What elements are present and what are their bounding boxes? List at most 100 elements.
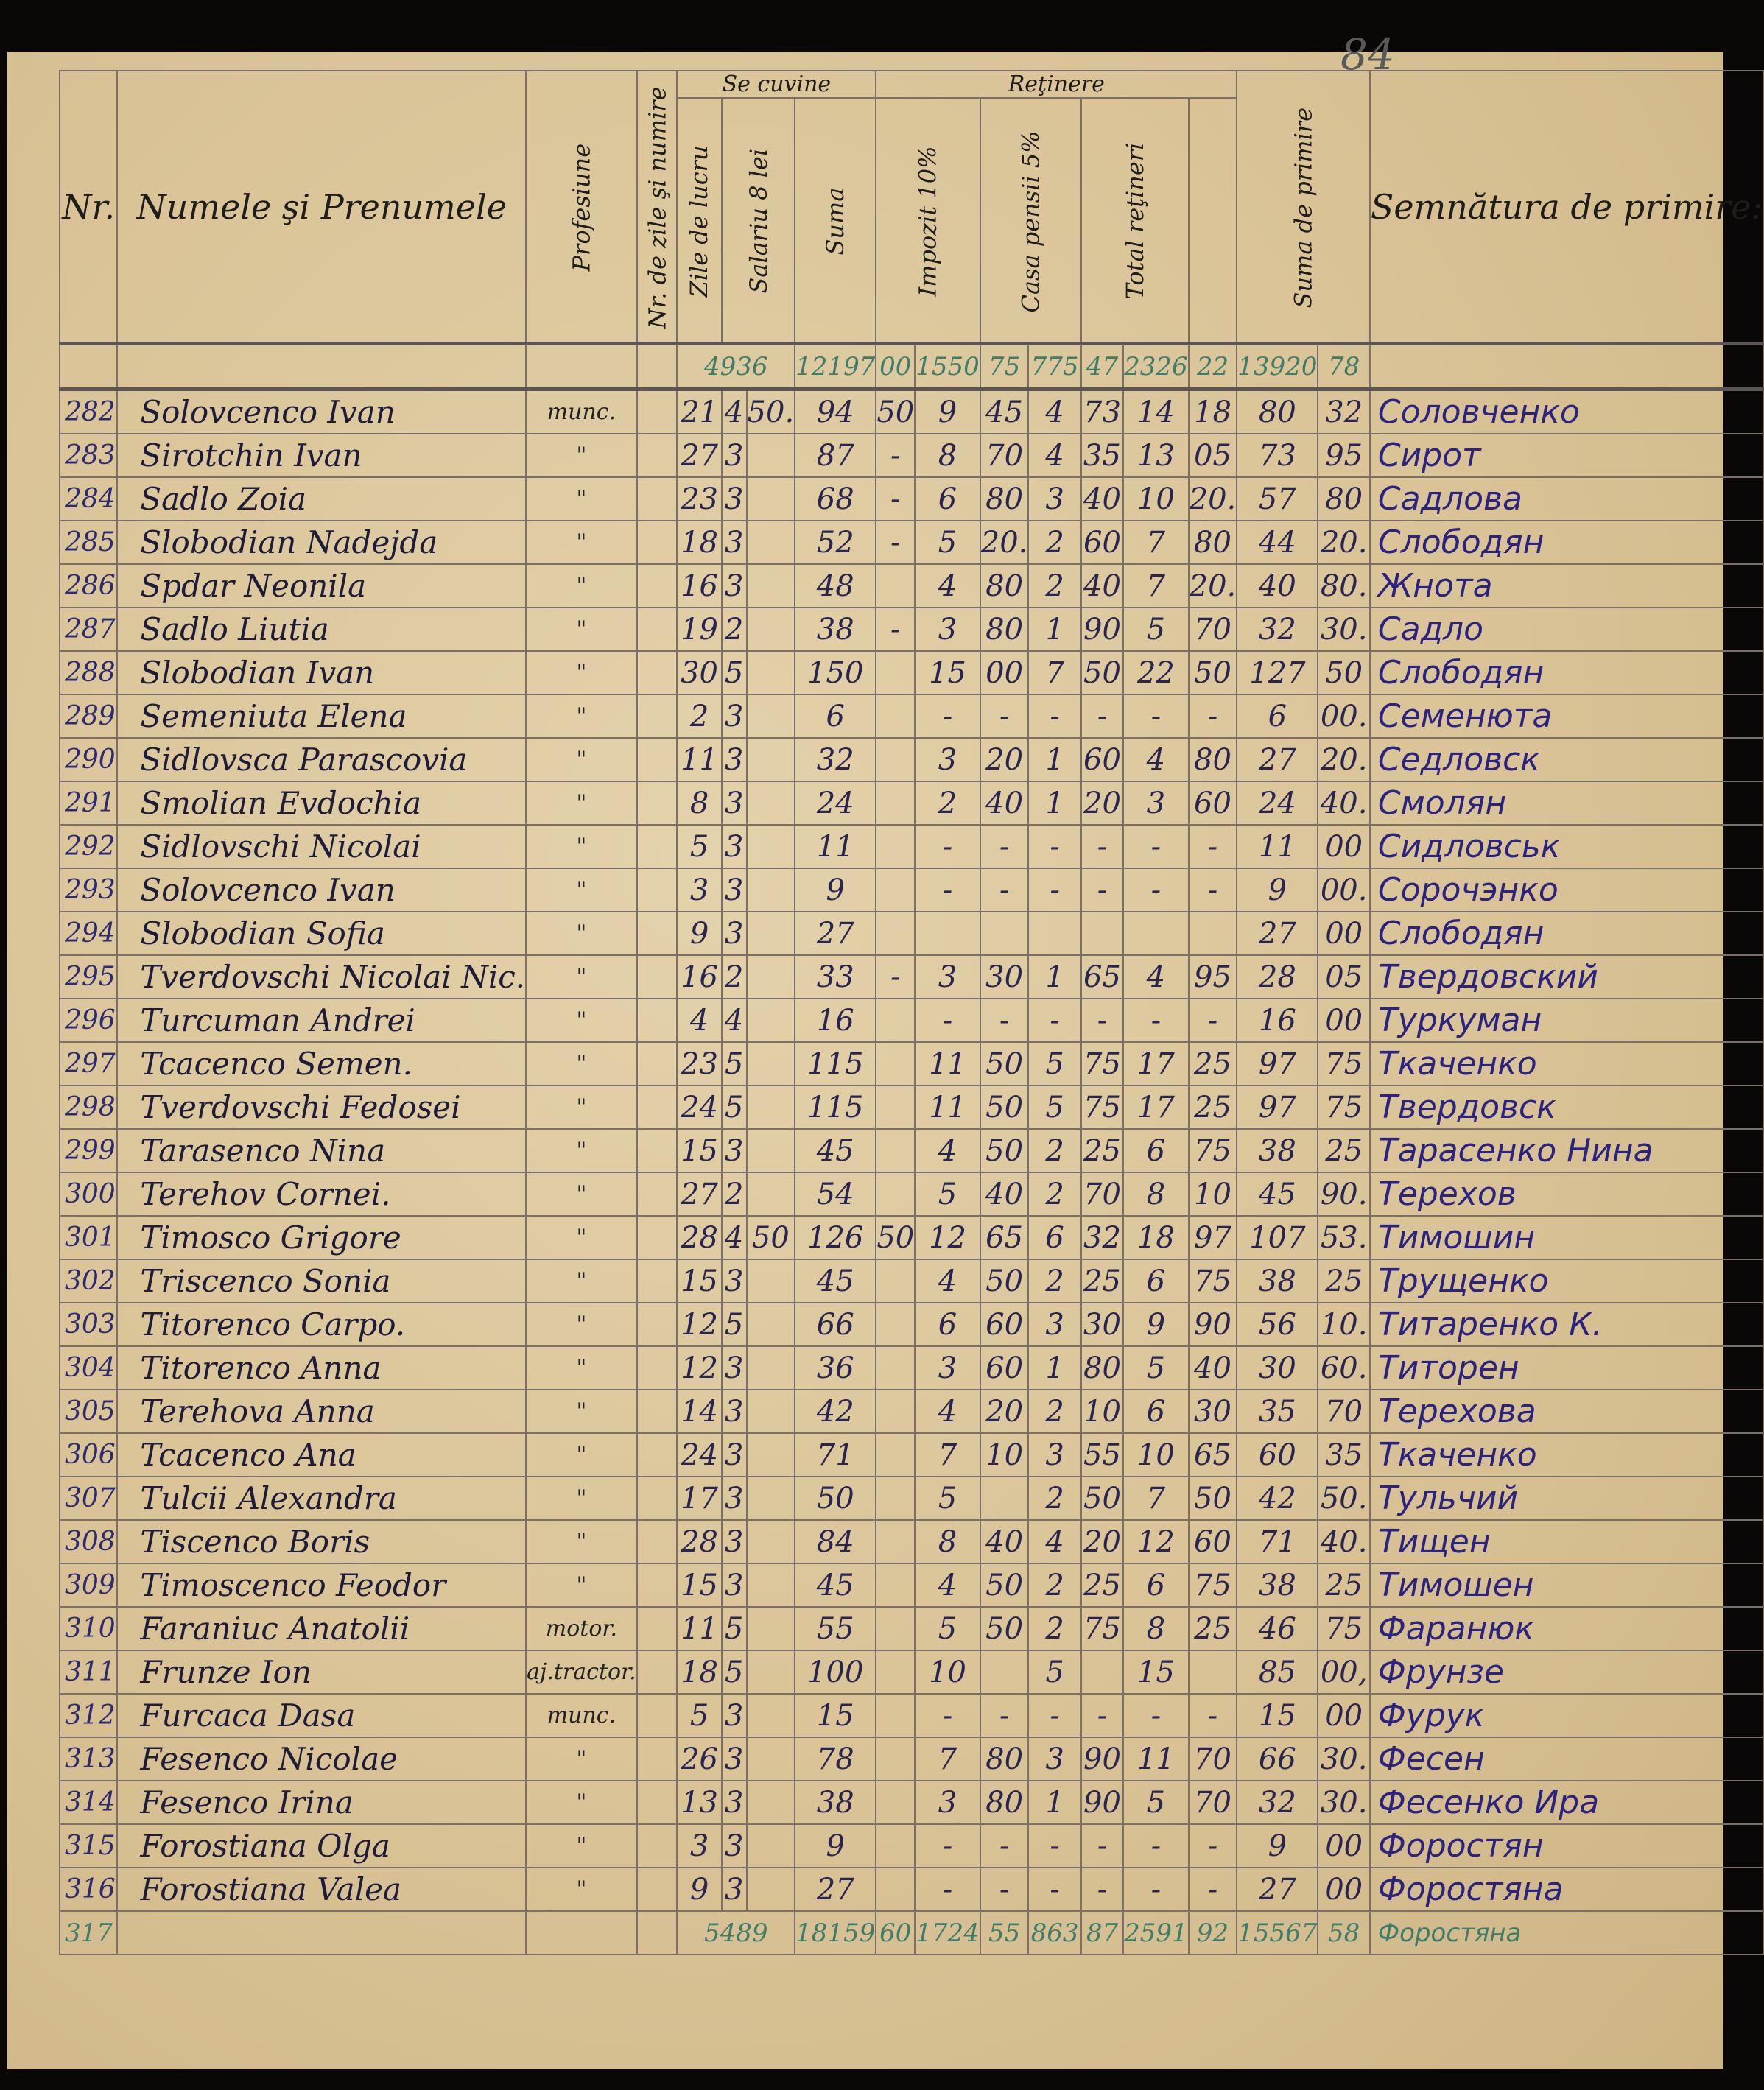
cell-tax-b: 50	[979, 1041, 1030, 1086]
cell-tot-b: 05	[1187, 433, 1238, 478]
cell-tot-b: 25	[1187, 1041, 1238, 1086]
header-salary: Salariu 8 lei	[721, 98, 795, 344]
table-row: 286 Spdar Neonila " 16 3 48 4 80 2 40 7 20. 40 80. Жно…	[58, 563, 1764, 608]
cell-rec-b: 00.	[1317, 868, 1371, 912]
cell-tax: 5	[914, 1172, 981, 1217]
cell-pen: 1	[1027, 1780, 1082, 1825]
cell-tax: 15	[914, 650, 981, 695]
cell-tot-b: 60	[1187, 1519, 1238, 1564]
cell-nr: 312	[58, 1693, 119, 1738]
totals-total-bani: 92	[1187, 1910, 1238, 1955]
cell-pen-b: 50	[1080, 650, 1125, 695]
cell-days: 17	[676, 1476, 723, 1521]
cell-tax: 4	[914, 1128, 981, 1173]
cell-prof: "	[525, 1519, 638, 1564]
cell-nr: 300	[58, 1172, 119, 1217]
cell-sum: 6	[794, 694, 877, 739]
cell-tax: 11	[914, 1041, 981, 1086]
cell-sal: 4	[720, 998, 748, 1043]
cell-sig: Тимошен	[1368, 1563, 1764, 1608]
cell-name: Timosco Grigore	[116, 1215, 527, 1260]
cell-rec: 11	[1236, 824, 1319, 869]
cell-tot: 8	[1122, 1606, 1190, 1651]
cell-tot: 6	[1122, 1259, 1190, 1303]
totals-signature: Форостяна	[1368, 1910, 1764, 1955]
cell-tax-b: -	[979, 824, 1030, 869]
carry-pension-bani: 47	[1080, 342, 1125, 390]
table-row: 283 Sirotchin Ivan " 27 3 87-8 70 4 35 13 05 73 95 Си…	[58, 433, 1764, 478]
cell-rec: 38	[1236, 1259, 1319, 1303]
cell-prof: "	[525, 607, 638, 652]
cell-sum: 36	[794, 1345, 877, 1390]
cell-rec: 35	[1236, 1389, 1319, 1434]
cell-prof: "	[525, 868, 638, 912]
table-row: 308 Tiscenco Boris " 28 3 84 8 40 4 20 12 60 71 40. Ти…	[58, 1519, 1764, 1564]
cell-days: 18	[676, 520, 723, 565]
cell-empty	[636, 650, 678, 695]
cell-prof: "	[525, 433, 638, 478]
cell-sal-b	[745, 1476, 796, 1521]
cell-rec-b: 30.	[1317, 1737, 1371, 1781]
cell-pen-b: 73	[1080, 387, 1125, 434]
cell-rec-b: 05	[1317, 954, 1371, 999]
carry-pension: 775	[1027, 342, 1082, 390]
cell-days: 11	[676, 1606, 723, 1651]
cell-pen: -	[1027, 694, 1082, 739]
cell-tax-b: -	[979, 1823, 1030, 1868]
cell-empty	[636, 476, 678, 521]
header-name: Numele şi Prenumele	[116, 70, 527, 345]
cell-sal: 3	[720, 476, 748, 521]
cell-prof: "	[525, 911, 638, 956]
cell-rec-b: 60.	[1317, 1345, 1371, 1390]
cell-sum: 150	[794, 650, 877, 695]
cell-sal: 3	[720, 1345, 748, 1390]
cell-name: Fesenco Irina	[116, 1780, 527, 1825]
cell-tot-b: 20.	[1187, 563, 1238, 608]
table-row: 282 Solovcenco Ivan munc. 21 4 50. 94 50 9 45 4 73 1…	[58, 387, 1764, 434]
cell-sal: 3	[720, 1563, 748, 1608]
cell-rec-b: 80.	[1317, 563, 1371, 608]
cell-nr: 305	[58, 1389, 119, 1434]
table-row: 299 Tarasenco Nina " 15 3 45 4 50 2 25 6 75 38 25 Тара…	[58, 1128, 1764, 1173]
cell-sig: Сорочэнко	[1368, 868, 1764, 912]
cell-name: Sidlovschi Nicolai	[116, 824, 527, 869]
header-signature: Semnătura de primire:	[1368, 70, 1764, 345]
cell-sig: Тимошин	[1368, 1215, 1764, 1260]
cell-tot: 4	[1122, 954, 1190, 999]
cell-tax: 3	[914, 954, 981, 999]
cell-name: Tcacenco Ana	[116, 1432, 527, 1477]
cell-pen-b: 75	[1080, 1606, 1125, 1651]
cell-name: Slobodian Sofia	[116, 911, 527, 956]
cell-tot-b: -	[1187, 1867, 1238, 1912]
cell-rec: 28	[1236, 954, 1319, 999]
cell-sal: 2	[720, 1172, 748, 1217]
cell-days: 16	[676, 954, 723, 999]
cell-rec: 44	[1236, 520, 1319, 565]
cell-nr: 316	[58, 1867, 119, 1912]
cell-tax: 4	[914, 1259, 981, 1303]
cell-prof: "	[525, 1085, 638, 1130]
cell-sum-b	[875, 1867, 916, 1912]
header-work-days: Zile de lucru	[677, 98, 722, 344]
cell-tax-b: 30	[979, 954, 1030, 999]
cell-pen-b: -	[1080, 1693, 1125, 1738]
cell-name: Tverdovschi Nicolai Nic.	[116, 954, 527, 999]
cell-sum: 38	[794, 1780, 877, 1825]
cell-prof: "	[525, 998, 638, 1043]
cell-name: Titorenco Carpo.	[116, 1302, 527, 1347]
cell-prof: "	[525, 1476, 638, 1521]
cell-prof: "	[525, 1867, 638, 1912]
cell-days: 15	[676, 1128, 723, 1173]
cell-days: 28	[676, 1215, 723, 1260]
cell-rec: 85	[1236, 1650, 1319, 1695]
cell-sal: 5	[720, 1302, 748, 1347]
totals-sum-bani: 60	[875, 1910, 916, 1955]
cell-sig: Сидловськ	[1368, 824, 1764, 869]
cell-tot-b	[1187, 911, 1238, 956]
cell-sal: 3	[720, 694, 748, 739]
cell-rec: 127	[1236, 650, 1319, 695]
cell-tot: -	[1122, 1693, 1190, 1738]
cell-sum: 87	[794, 433, 877, 478]
cell-rec: 56	[1236, 1302, 1319, 1347]
cell-empty	[636, 1737, 678, 1781]
